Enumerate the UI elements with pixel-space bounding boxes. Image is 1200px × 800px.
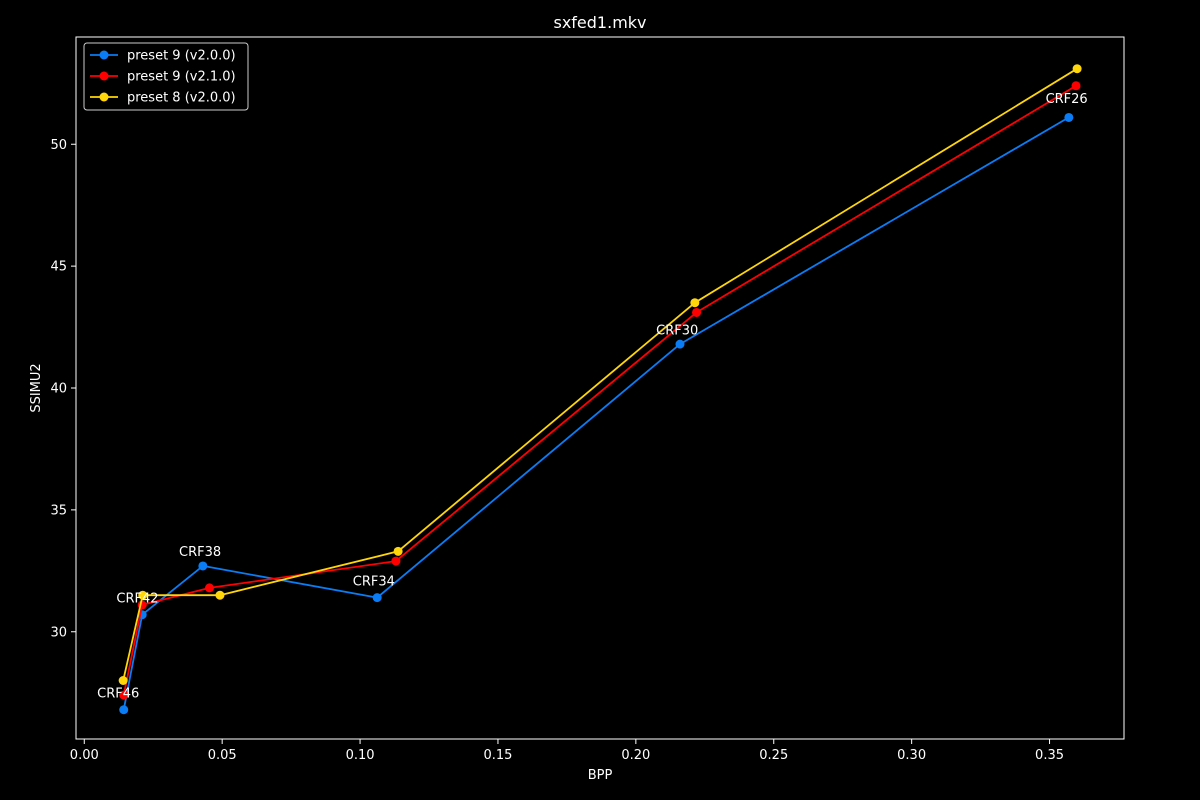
data-point	[204, 583, 214, 593]
x-tick-label: 0.10	[346, 748, 375, 763]
data-point	[215, 590, 225, 600]
legend-label: preset 9 (v2.1.0)	[127, 70, 236, 85]
x-tick-label: 0.20	[621, 748, 650, 763]
crf-annotation: CRF34	[353, 574, 395, 589]
x-tick-label: 0.35	[1035, 748, 1064, 763]
legend-marker	[99, 92, 109, 102]
data-point	[692, 307, 702, 317]
y-tick-label: 45	[50, 260, 67, 275]
legend-label: preset 9 (v2.0.0)	[127, 49, 236, 64]
legend-marker	[99, 71, 109, 81]
data-point	[119, 705, 129, 715]
data-point	[372, 593, 382, 603]
legend-marker	[99, 50, 109, 60]
x-tick-label: 0.25	[759, 748, 788, 763]
data-point	[1064, 112, 1074, 122]
x-tick-label: 0.00	[70, 748, 99, 763]
data-point	[690, 298, 700, 308]
x-tick-label: 0.05	[208, 748, 237, 763]
data-point	[675, 339, 685, 349]
crf-annotation: CRF26	[1046, 92, 1088, 107]
y-tick-label: 35	[50, 503, 67, 518]
x-axis-label: BPP	[588, 768, 613, 783]
y-tick-label: 50	[50, 138, 67, 153]
data-point	[118, 676, 128, 685]
legend-label: preset 8 (v2.0.0)	[127, 91, 236, 106]
data-point	[391, 556, 401, 566]
series-line-1	[122, 116, 1070, 710]
crf-annotation: CRF46	[97, 687, 139, 702]
legend-box	[83, 42, 249, 111]
y-tick-label: 30	[50, 625, 67, 640]
x-tick-label: 0.15	[483, 748, 512, 763]
x-tick-label: 0.30	[897, 748, 926, 763]
crf-annotation: CRF42	[116, 592, 158, 607]
y-tick-label: 40	[50, 382, 67, 397]
data-point	[138, 590, 148, 600]
plot-layer: 0.00 0.05 0.10 0.15 0.20 0.25 0.30 0.35 30 35 40 45…	[50, 64, 1088, 763]
crf-annotation: CRF30	[656, 323, 698, 338]
data-point	[119, 690, 129, 700]
plot-frame	[75, 36, 1125, 740]
data-point	[393, 546, 403, 556]
data-point	[1071, 81, 1081, 91]
legend: preset 9 (v2.0.0) preset 9 (v2.1.0) preset…	[83, 42, 249, 111]
y-axis-label: SSIMU2	[29, 363, 44, 412]
crf-annotation: CRF38	[179, 545, 221, 560]
series-line-3	[122, 67, 1078, 681]
chart-title: sxfed1.mkv	[553, 13, 646, 32]
data-point	[1072, 64, 1082, 74]
data-point	[198, 561, 208, 571]
